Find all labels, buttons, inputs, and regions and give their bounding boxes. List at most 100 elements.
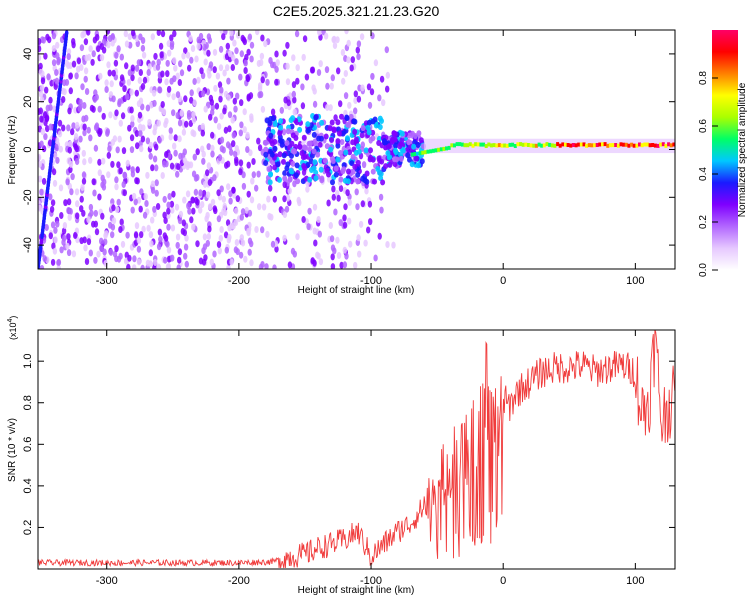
heatmap-cell	[153, 52, 158, 60]
heatmap-cell	[328, 104, 333, 112]
heatmap-cell	[285, 41, 290, 49]
heatmap-cell	[219, 112, 224, 120]
heatmap-cell	[109, 80, 114, 88]
heatmap-cell	[175, 72, 180, 80]
heatmap-cell	[88, 45, 93, 53]
colorbar-tick-label: 0.0	[698, 263, 709, 277]
heatmap-cell	[224, 246, 229, 254]
heatmap-cell	[294, 162, 300, 169]
heatmap-cell	[70, 173, 75, 181]
heatmap-cell	[378, 193, 384, 201]
heatmap-cell	[184, 234, 189, 242]
heatmap-cell	[71, 122, 76, 130]
heatmap-cell	[163, 121, 168, 128]
heatmap-cell	[323, 32, 329, 40]
heatmap-cell	[571, 143, 575, 147]
heatmap-cell	[312, 227, 317, 235]
heatmap-cell	[542, 143, 546, 148]
heatmap-cell	[227, 233, 232, 241]
heatmap-cell	[38, 68, 44, 76]
heatmap-cell	[335, 36, 340, 44]
spectrogram-y-axis-label: Frequency (Hz)	[7, 116, 18, 185]
heatmap-cell	[66, 198, 72, 206]
heatmap-cell	[136, 196, 142, 204]
heatmap-cell	[360, 125, 366, 132]
heatmap-cell	[223, 126, 229, 134]
heatmap-cell	[71, 60, 77, 68]
heatmap-cell	[79, 44, 85, 52]
heatmap-cell	[138, 129, 143, 137]
heatmap-cell	[339, 261, 344, 269]
heatmap-cell	[282, 175, 288, 182]
heatmap-cell	[192, 130, 197, 138]
heatmap-cell	[221, 208, 226, 215]
heatmap-cell	[51, 32, 57, 40]
heatmap-cell	[322, 157, 328, 164]
heatmap-cell	[352, 163, 358, 170]
heatmap-cell	[88, 156, 93, 164]
heatmap-cell	[312, 203, 318, 211]
heatmap-cell	[579, 142, 583, 147]
heatmap-cell	[150, 164, 155, 172]
heatmap-cell	[170, 224, 176, 232]
heatmap-cell	[45, 125, 50, 133]
heatmap-cell	[146, 224, 151, 232]
heatmap-cell	[39, 115, 44, 123]
heatmap-cell	[175, 112, 180, 119]
heatmap-cell	[105, 129, 110, 137]
heatmap-cell	[265, 78, 270, 86]
heatmap-cell	[338, 219, 343, 227]
heatmap-cell	[358, 220, 364, 228]
heatmap-cell	[137, 77, 142, 84]
heatmap-cell	[111, 95, 116, 103]
heatmap-cell	[556, 142, 560, 147]
heatmap-cell	[84, 258, 90, 265]
heatmap-cell	[246, 227, 251, 235]
heatmap-cell	[357, 250, 362, 258]
heatmap-cell	[168, 133, 173, 141]
heatmap-cell	[302, 144, 308, 151]
heatmap-cell	[380, 179, 386, 186]
heatmap-cell	[191, 116, 197, 124]
snr-background	[38, 330, 675, 569]
heatmap-cell	[346, 217, 352, 225]
heatmap-cell	[329, 82, 334, 90]
heatmap-cell	[175, 241, 180, 249]
heatmap-cell	[377, 124, 383, 130]
heatmap-cell	[313, 175, 319, 182]
heatmap-cell	[48, 123, 53, 131]
heatmap-cell	[111, 204, 116, 212]
heatmap-cell	[101, 157, 106, 165]
heatmap-cell	[545, 142, 549, 147]
heatmap-cell	[145, 171, 150, 179]
heatmap-cell	[177, 135, 182, 143]
heatmap-cell	[135, 142, 140, 150]
heatmap-cell	[234, 58, 239, 66]
heatmap-cell	[238, 168, 243, 176]
heatmap-cell	[158, 42, 164, 50]
heatmap-cell	[219, 145, 225, 153]
heatmap-cell	[55, 41, 60, 49]
heatmap-cell	[316, 135, 322, 142]
heatmap-cell	[231, 140, 236, 148]
heatmap-cell	[163, 256, 168, 264]
heatmap-cell	[659, 142, 663, 147]
heatmap-cell	[328, 222, 333, 229]
heatmap-cell	[342, 261, 348, 269]
heatmap-cell	[474, 142, 478, 147]
heatmap-cell	[66, 53, 71, 61]
heatmap-cell	[137, 111, 143, 119]
heatmap-cell	[268, 132, 274, 139]
heatmap-cell	[114, 176, 119, 184]
heatmap-cell	[169, 43, 175, 50]
heatmap-cell	[219, 185, 224, 193]
heatmap-cell	[249, 196, 255, 204]
heatmap-cell	[80, 83, 85, 91]
heatmap-cell	[329, 137, 335, 143]
heatmap-cell	[167, 193, 172, 200]
heatmap-cell	[249, 259, 254, 267]
heatmap-cell	[151, 89, 157, 97]
heatmap-cell	[240, 208, 246, 216]
heatmap-cell	[233, 105, 238, 113]
heatmap-cell	[318, 60, 323, 68]
